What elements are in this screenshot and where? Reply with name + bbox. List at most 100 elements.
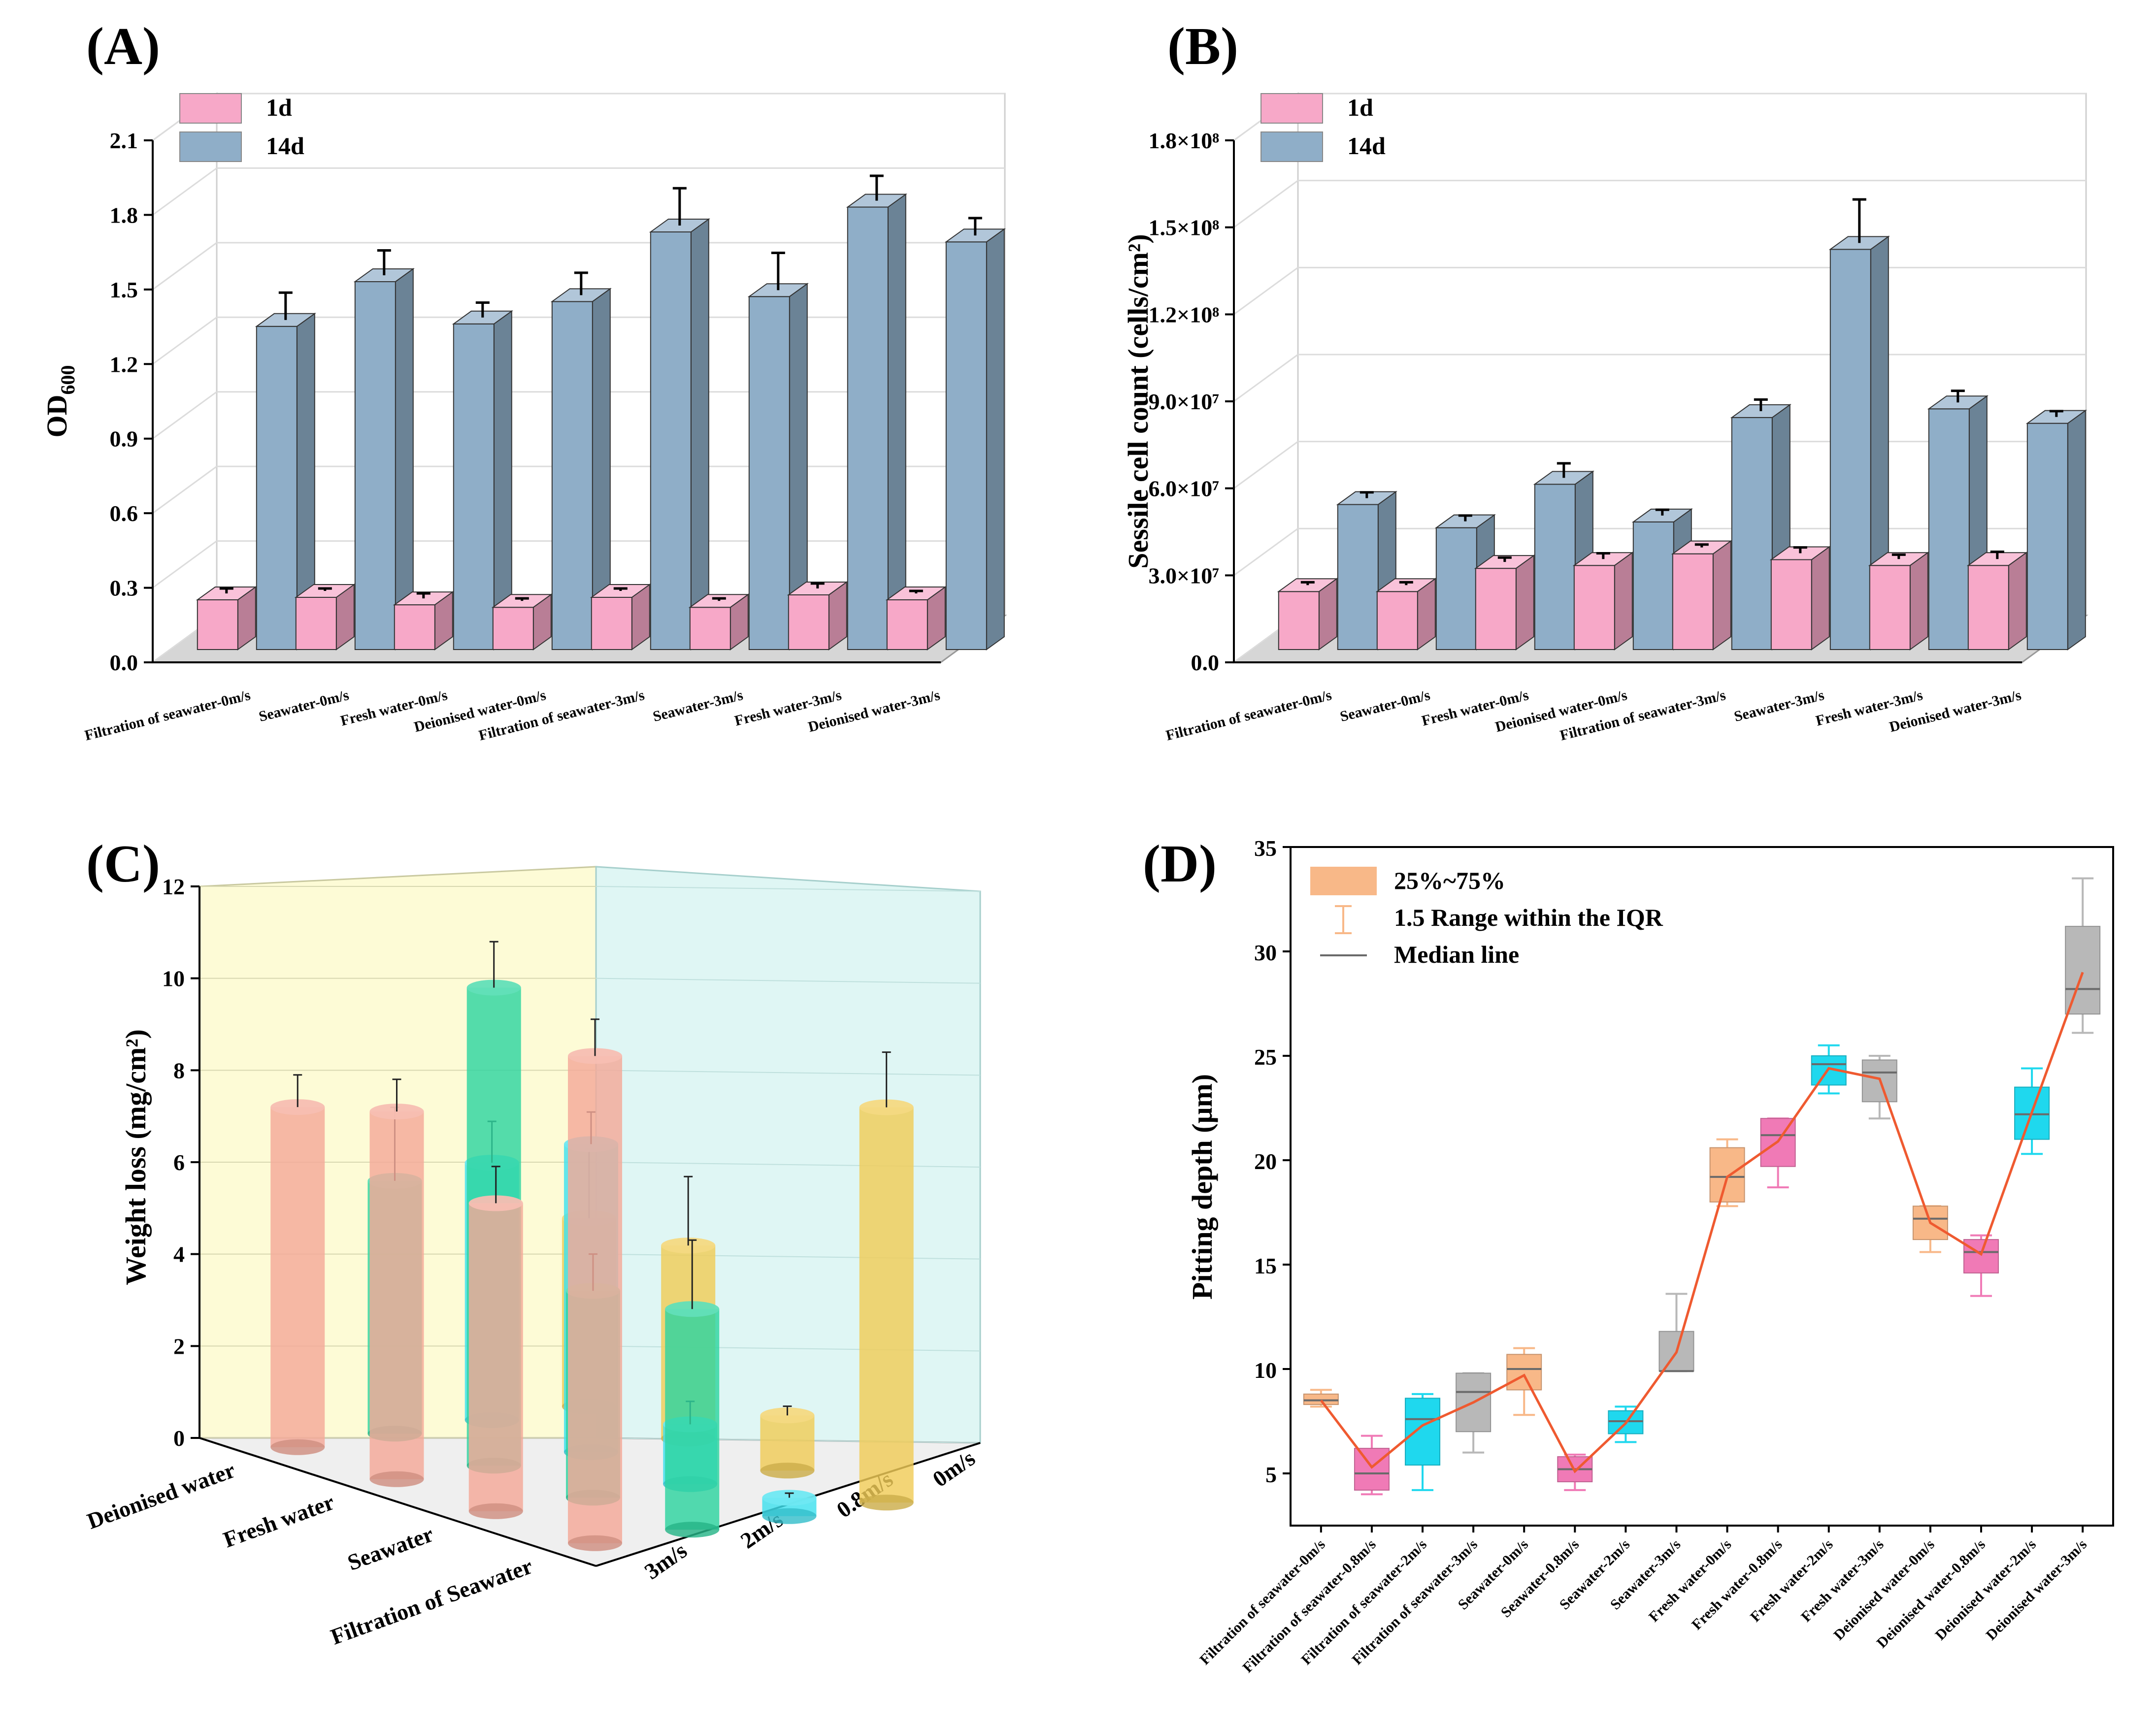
bar: [1672, 553, 1714, 650]
y-tick-label: 1.8×10⁸: [1148, 128, 1219, 153]
gridline-side: [1233, 354, 1298, 402]
gridline-side: [1233, 267, 1298, 315]
y-tick-label: 0.6: [110, 501, 138, 526]
box: [2065, 926, 2101, 1015]
legend-label: Median line: [1394, 941, 1519, 968]
y-tick-label: 6.0×10⁷: [1148, 476, 1219, 501]
bar-side: [887, 193, 906, 651]
row-label: Fresh water: [220, 1489, 338, 1552]
cylinder-body: [468, 1203, 523, 1511]
bar: [1829, 249, 1871, 651]
x-tick-label: Filtration of seawater-3m/s: [1559, 687, 1727, 744]
bar: [1869, 565, 1911, 650]
y-tick-label: 25: [1254, 1044, 1277, 1070]
y-tick-label: 5: [1265, 1462, 1277, 1487]
bar: [256, 326, 298, 650]
mean-line: [1320, 972, 2084, 1473]
legend-swatch: [1310, 867, 1377, 895]
bar: [1770, 559, 1812, 651]
gridline: [596, 1345, 981, 1352]
y-tick-label: 12: [162, 874, 185, 899]
y-tick-label: 1.8: [110, 202, 138, 228]
cylinder-base: [859, 1495, 914, 1511]
y-axis-label: Pitting depth (μm): [1186, 1074, 1218, 1300]
y-tick-label: 1.2: [110, 352, 138, 377]
y-tick-label: 6: [173, 1150, 185, 1175]
cylinder-body: [859, 1107, 914, 1503]
gridline: [596, 978, 981, 984]
legend-label: 14d: [266, 132, 304, 160]
bar: [1337, 504, 1379, 650]
cylinder-base: [369, 1471, 424, 1487]
legend-swatch: [1260, 131, 1323, 162]
bar: [1967, 565, 2009, 650]
gridline-side: [1233, 180, 1298, 228]
bar-side: [1515, 554, 1534, 651]
panel-label: (A): [86, 17, 160, 76]
y-axis-label: Weight loss (mg/cm²): [120, 1029, 152, 1285]
bar: [748, 296, 790, 650]
cylinder-base: [270, 1439, 325, 1455]
x-tick-label: Filtration of seawater-0m/s: [1164, 687, 1333, 744]
right-wall: [595, 866, 981, 1444]
x-tick-label: Fresh water-0.8m/s: [1689, 1536, 1786, 1633]
bar: [788, 594, 829, 651]
y-tick-label: 1.5×10⁸: [1148, 215, 1219, 240]
bar: [650, 231, 692, 650]
row-label: Deionised water: [84, 1457, 238, 1534]
bar-side: [1614, 552, 1633, 651]
bar: [453, 323, 495, 650]
legend-swatch: [179, 93, 242, 124]
cylinder-body: [369, 1111, 424, 1479]
y-axis-label-sub: 600: [57, 365, 79, 395]
box: [1963, 1239, 1999, 1273]
x-tick-label: Seawater-3m/s: [1732, 687, 1826, 725]
box: [1303, 1393, 1339, 1405]
bar-side: [986, 228, 1005, 651]
y-tick-label: 2.1: [110, 128, 138, 153]
bar: [1435, 527, 1477, 650]
gridline: [596, 1253, 981, 1260]
cylinder-body: [270, 1107, 325, 1447]
bar: [1475, 568, 1517, 650]
gridline: [596, 886, 981, 892]
bar: [1534, 484, 1576, 650]
y-tick-label: 35: [1254, 836, 1277, 861]
panel-label: (B): [1167, 17, 1238, 76]
bar: [551, 301, 593, 650]
y-tick-label: 3.0×10⁷: [1148, 563, 1219, 588]
legend-swatch: [179, 131, 242, 162]
bar: [591, 597, 632, 650]
x-tick-label: Seawater-0m/s: [1338, 687, 1432, 725]
bar: [1731, 417, 1773, 651]
x-axis: [199, 1437, 597, 1567]
bar: [1376, 591, 1418, 650]
legend-swatch: [1260, 93, 1323, 124]
legend-label: 1d: [1347, 94, 1373, 121]
panel-c: (C) 0 2 4 6 8 10 12 Weight loss (mg/cm²) Deionise…: [84, 835, 981, 1650]
bar: [2026, 423, 2068, 651]
bar: [492, 607, 534, 650]
cylinder-base: [665, 1522, 720, 1538]
y-tick-label: 0.3: [110, 576, 138, 601]
cylinder-body: [665, 1309, 720, 1530]
y-tick-label: 10: [1254, 1358, 1277, 1383]
gridline-side: [1233, 528, 1298, 576]
y-tick-label: 15: [1254, 1253, 1277, 1278]
box: [1405, 1398, 1441, 1466]
gridline-side: [152, 242, 217, 291]
y-tick-label: 30: [1254, 940, 1277, 965]
gridline-side: [152, 167, 217, 216]
bar-side: [1811, 546, 1830, 651]
y-tick-label: 2: [173, 1334, 185, 1359]
bar-side: [395, 267, 414, 651]
bar: [295, 597, 337, 650]
y-tick-label: 1.2×10⁸: [1148, 302, 1219, 327]
box: [1608, 1410, 1644, 1435]
panel-a: (A) 0.0 0.3 0.6 0.9 1.2 1.5 1.8 2.1 OD600 Filtrati…: [41, 17, 1007, 744]
row-label: Seawater: [344, 1521, 437, 1575]
cylinder-base: [760, 1463, 815, 1479]
x-tick-label: Filtration of seawater-0m/s: [83, 687, 252, 744]
left-wall: [152, 92, 218, 664]
